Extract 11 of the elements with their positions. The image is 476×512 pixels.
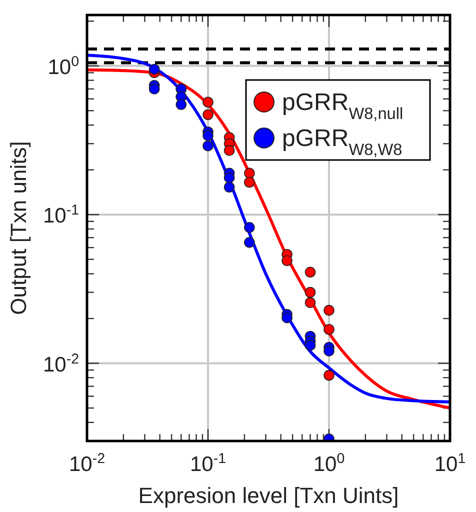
y-tick-label: 10$^{-1}$	[42, 202, 80, 228]
y-axis-title: Output [Txn units]	[6, 141, 31, 315]
y-tick-label: 10$^{0}$	[48, 54, 80, 79]
legend-label: pGRR$_{W8,W8}$	[282, 125, 402, 159]
y-tick-label: 10$^{-2}$	[42, 351, 80, 376]
x-tick-label: 10$^{-2}$	[68, 451, 106, 476]
x-tick-label: 10$^{1}$	[434, 451, 466, 476]
x-tick-label: 10$^{0}$	[313, 451, 345, 476]
x-tick-label: 10$^{-1}$	[190, 451, 226, 476]
x-axis-title: Expresion level [Txn Uints]	[138, 483, 399, 508]
legend-label: pGRR$_{W8,null}$	[282, 89, 404, 123]
